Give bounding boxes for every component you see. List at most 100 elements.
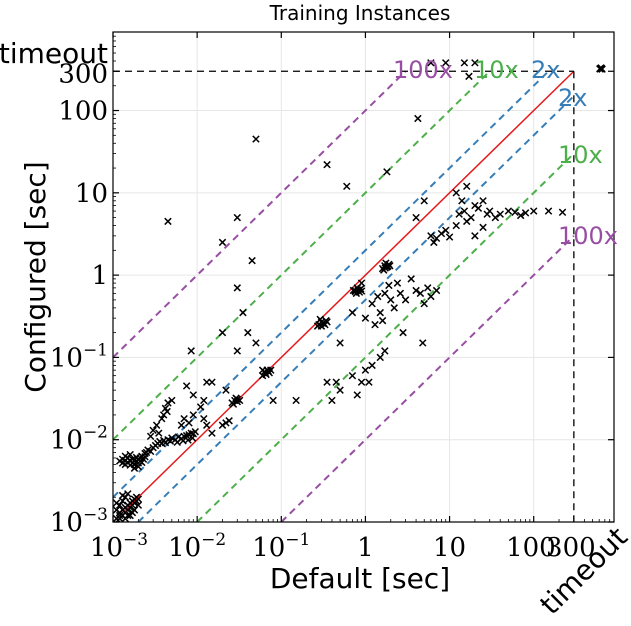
data-point xyxy=(376,353,384,362)
data-point xyxy=(511,208,519,217)
data-point xyxy=(401,296,410,304)
data-point xyxy=(112,506,121,514)
data-point xyxy=(134,462,143,471)
data-point xyxy=(146,447,155,456)
data-point xyxy=(407,275,415,283)
data-point xyxy=(357,279,366,287)
data-point xyxy=(323,318,331,326)
data-point xyxy=(164,217,172,226)
data-point xyxy=(373,292,382,301)
data-point xyxy=(177,421,186,429)
data-point xyxy=(225,417,233,425)
data-point xyxy=(479,223,487,232)
data-point xyxy=(115,514,124,523)
data-point xyxy=(349,286,358,295)
data-point xyxy=(318,319,327,327)
data-point xyxy=(134,501,143,509)
x-axis-label: Default [sec] xyxy=(270,562,450,595)
data-point xyxy=(343,182,351,191)
data-point xyxy=(232,394,240,402)
reference-line-10x xyxy=(113,70,491,441)
y-tick-label: 10−3 xyxy=(50,505,108,538)
data-point xyxy=(191,428,199,436)
x-tick-label: 10−3 xyxy=(90,530,148,563)
y-tick-label: 10−1 xyxy=(50,340,108,373)
data-point xyxy=(112,499,121,507)
data-point xyxy=(479,197,487,205)
data-point xyxy=(229,400,238,408)
data-point xyxy=(196,403,205,411)
data-point xyxy=(292,396,300,405)
reference-label-100x: 100x xyxy=(393,56,453,84)
data-point xyxy=(252,135,260,143)
reference-label-10x: 10x xyxy=(474,56,519,84)
data-point xyxy=(189,411,198,419)
data-point xyxy=(357,287,366,295)
data-point xyxy=(419,339,427,347)
data-point xyxy=(396,289,405,298)
data-point xyxy=(427,59,435,67)
data-point xyxy=(235,396,244,405)
data-point xyxy=(155,429,163,437)
data-point xyxy=(168,396,176,405)
data-point xyxy=(381,347,389,355)
data-point xyxy=(187,347,195,355)
data-point xyxy=(427,292,435,301)
data-point xyxy=(269,396,277,405)
data-point xyxy=(412,286,420,295)
data-point xyxy=(189,391,198,399)
x-tick-label: 10−1 xyxy=(252,530,310,563)
data-point xyxy=(423,284,432,292)
data-point xyxy=(420,197,428,205)
timeout-lines xyxy=(113,70,575,522)
x-tick-label: 100 xyxy=(506,533,556,563)
data-point xyxy=(371,320,379,329)
data-point xyxy=(460,59,469,67)
data-point xyxy=(412,213,420,222)
data-point xyxy=(184,436,192,444)
y-tick-label: 300 xyxy=(58,59,108,89)
plot-frame xyxy=(112,31,615,523)
data-point xyxy=(121,514,130,523)
data-point xyxy=(416,289,425,298)
data-point xyxy=(323,160,331,169)
data-point xyxy=(200,396,208,405)
x-tick-label: 300 xyxy=(546,533,596,563)
data-point xyxy=(521,209,530,217)
x-tick-label: 10−2 xyxy=(168,530,226,563)
data-point xyxy=(353,391,362,399)
data-point xyxy=(336,339,344,347)
reference-line-100x xyxy=(280,235,575,522)
data-point xyxy=(420,299,428,308)
data-point xyxy=(387,296,395,304)
data-point xyxy=(248,256,256,265)
reference-line-100x xyxy=(113,70,407,359)
data-point xyxy=(332,378,340,386)
data-point xyxy=(430,238,438,247)
data-point xyxy=(455,210,463,218)
data-point xyxy=(393,279,402,287)
data-point xyxy=(185,419,193,427)
data-point xyxy=(323,378,331,386)
data-point xyxy=(432,286,441,295)
data-point xyxy=(452,189,460,197)
data-point xyxy=(441,59,450,67)
data-point xyxy=(437,229,446,238)
data-point xyxy=(164,399,172,407)
data-point xyxy=(239,308,247,317)
identity-line xyxy=(113,70,575,522)
x-tick-label: 1 xyxy=(357,533,374,563)
data-point xyxy=(376,308,384,317)
data-point xyxy=(361,366,370,374)
axis-ticks: 10−3 10−2 10−1 1 10 10030010−310−210−11101003… xyxy=(50,31,615,563)
data-point xyxy=(124,490,132,498)
data-point xyxy=(188,434,197,442)
data-point xyxy=(378,316,387,325)
data-point xyxy=(218,328,227,337)
data-point xyxy=(258,366,267,374)
data-point xyxy=(173,438,181,447)
data-point xyxy=(452,221,460,230)
data-point xyxy=(130,464,139,472)
y-tick-label: 100 xyxy=(58,97,108,127)
data-point xyxy=(152,421,161,429)
